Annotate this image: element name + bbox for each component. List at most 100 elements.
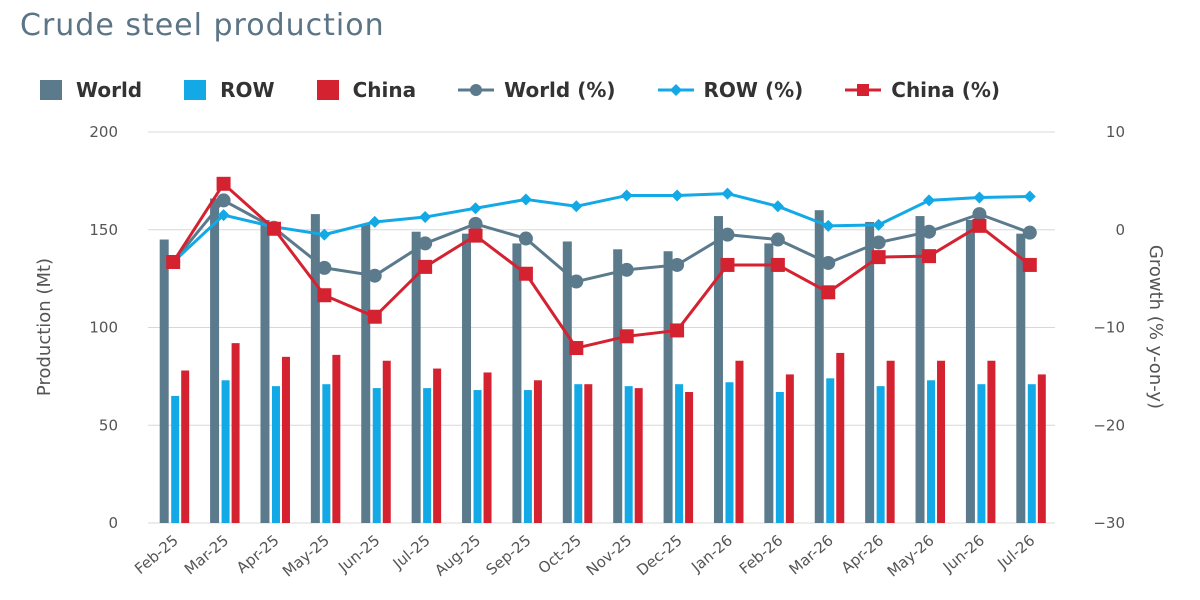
line-china-point — [216, 176, 231, 191]
y-tick-label: 0 — [108, 514, 118, 532]
bar-row — [171, 395, 180, 523]
bar-world — [210, 198, 220, 523]
bar-china — [433, 368, 442, 523]
legend-label-world-pct: World (%) — [504, 78, 616, 102]
x-tick-label: May-25 — [279, 531, 333, 580]
line-china-point — [468, 228, 483, 243]
line-row-point — [721, 187, 734, 200]
line-row-point — [419, 211, 432, 224]
line-world-point — [720, 227, 735, 242]
bar-china — [584, 384, 593, 523]
bar-row — [1027, 384, 1036, 523]
bar-world — [361, 223, 371, 523]
bar-row — [826, 378, 835, 523]
x-tick-label: Jul-26 — [993, 531, 1038, 573]
x-tick-label: Mar-26 — [786, 531, 837, 578]
bar-china — [987, 360, 996, 523]
line-row-point — [570, 200, 583, 213]
x-tick-label: May-26 — [884, 531, 938, 580]
bar-china — [937, 360, 946, 523]
bar-china — [382, 360, 391, 523]
line-row-point — [519, 193, 532, 206]
chart-title: Crude steel production — [20, 8, 385, 43]
bar-row — [523, 390, 532, 523]
line-china-point — [518, 266, 533, 281]
line-row-point — [671, 189, 684, 202]
y2-tick-label: −20 — [1093, 416, 1125, 434]
bar-row — [372, 388, 381, 523]
line-world-point — [317, 260, 332, 275]
line-row-point — [771, 200, 784, 213]
line-row-point — [469, 202, 482, 215]
legend-marker-row-pct — [657, 84, 694, 96]
bar-world — [1016, 233, 1026, 523]
line-row-point — [318, 228, 331, 241]
line-row-point — [217, 209, 230, 222]
y2-axis-title: Growth (% y-on-y) — [1145, 245, 1166, 409]
bar-world — [613, 249, 623, 524]
legend-swatch-china — [316, 80, 339, 100]
y2-tick-label: 0 — [1115, 221, 1125, 239]
bar-row — [675, 384, 684, 523]
y2-tick-label: 10 — [1106, 123, 1125, 141]
line-world-point — [518, 231, 533, 246]
bar-row — [876, 386, 885, 523]
legend-item-china-pct[interactable]: China (%) — [845, 78, 1000, 102]
x-tick-label: Sep-25 — [482, 531, 534, 579]
legend-item-row[interactable]: ROW — [184, 78, 275, 102]
x-tick-label: Nov-25 — [583, 531, 635, 579]
line-china-point — [1022, 257, 1037, 272]
bar-world — [310, 214, 320, 524]
bar-china — [735, 360, 744, 523]
line-row-point — [368, 215, 381, 228]
legend-swatch-world — [40, 80, 62, 100]
legend-marker-china-pct — [845, 84, 882, 96]
bar-row — [271, 386, 280, 523]
legend-item-world[interactable]: World — [40, 78, 142, 102]
x-tick-label: Jun-26 — [939, 531, 988, 576]
bar-china — [332, 354, 341, 523]
lines-layer — [166, 176, 1037, 356]
bar-china — [231, 343, 240, 523]
bar-row — [927, 380, 936, 523]
line-china-point — [418, 259, 433, 274]
bar-world — [764, 243, 774, 523]
line-row-point — [923, 194, 936, 207]
x-tick-label: Jun-25 — [334, 531, 383, 576]
x-tick-label: Feb-25 — [131, 531, 182, 578]
y-tick-label: 100 — [89, 319, 118, 337]
bar-china — [685, 392, 694, 523]
line-world-point — [367, 268, 382, 283]
bar-world — [260, 219, 270, 523]
legend-label-row: ROW — [220, 78, 275, 102]
y-axis-title: Production (Mt) — [34, 258, 55, 396]
legend-label-row-pct: ROW (%) — [703, 78, 804, 102]
line-world — [172, 198, 1031, 284]
legend-item-china[interactable]: China — [316, 78, 417, 102]
bar-china — [836, 352, 845, 523]
legend-label-china: China — [352, 78, 417, 102]
x-tick-label: Aug-25 — [431, 531, 484, 579]
legend: World ROW China World (%) ROW (%) China … — [40, 76, 1042, 104]
x-tick-label: Dec-25 — [633, 531, 686, 579]
legend-item-row-pct[interactable]: ROW (%) — [657, 78, 804, 102]
bar-row — [473, 390, 482, 523]
y-tick-label: 150 — [89, 221, 118, 239]
bar-row — [221, 380, 230, 523]
line-china-point — [619, 329, 634, 344]
bar-world — [814, 210, 824, 523]
bar-row — [977, 384, 986, 523]
bar-china — [634, 388, 643, 523]
bar-china — [785, 374, 794, 523]
legend-item-world-pct[interactable]: World (%) — [458, 78, 616, 102]
bar-world — [865, 221, 875, 523]
bar-world — [462, 233, 472, 523]
line-china-point — [720, 257, 735, 272]
line-row-point — [822, 219, 835, 232]
legend-label-china-pct: China (%) — [891, 78, 1001, 102]
bar-world — [512, 243, 522, 523]
line-world-point — [619, 262, 634, 277]
bars-layer — [159, 198, 1046, 524]
line-china-point — [569, 341, 584, 356]
